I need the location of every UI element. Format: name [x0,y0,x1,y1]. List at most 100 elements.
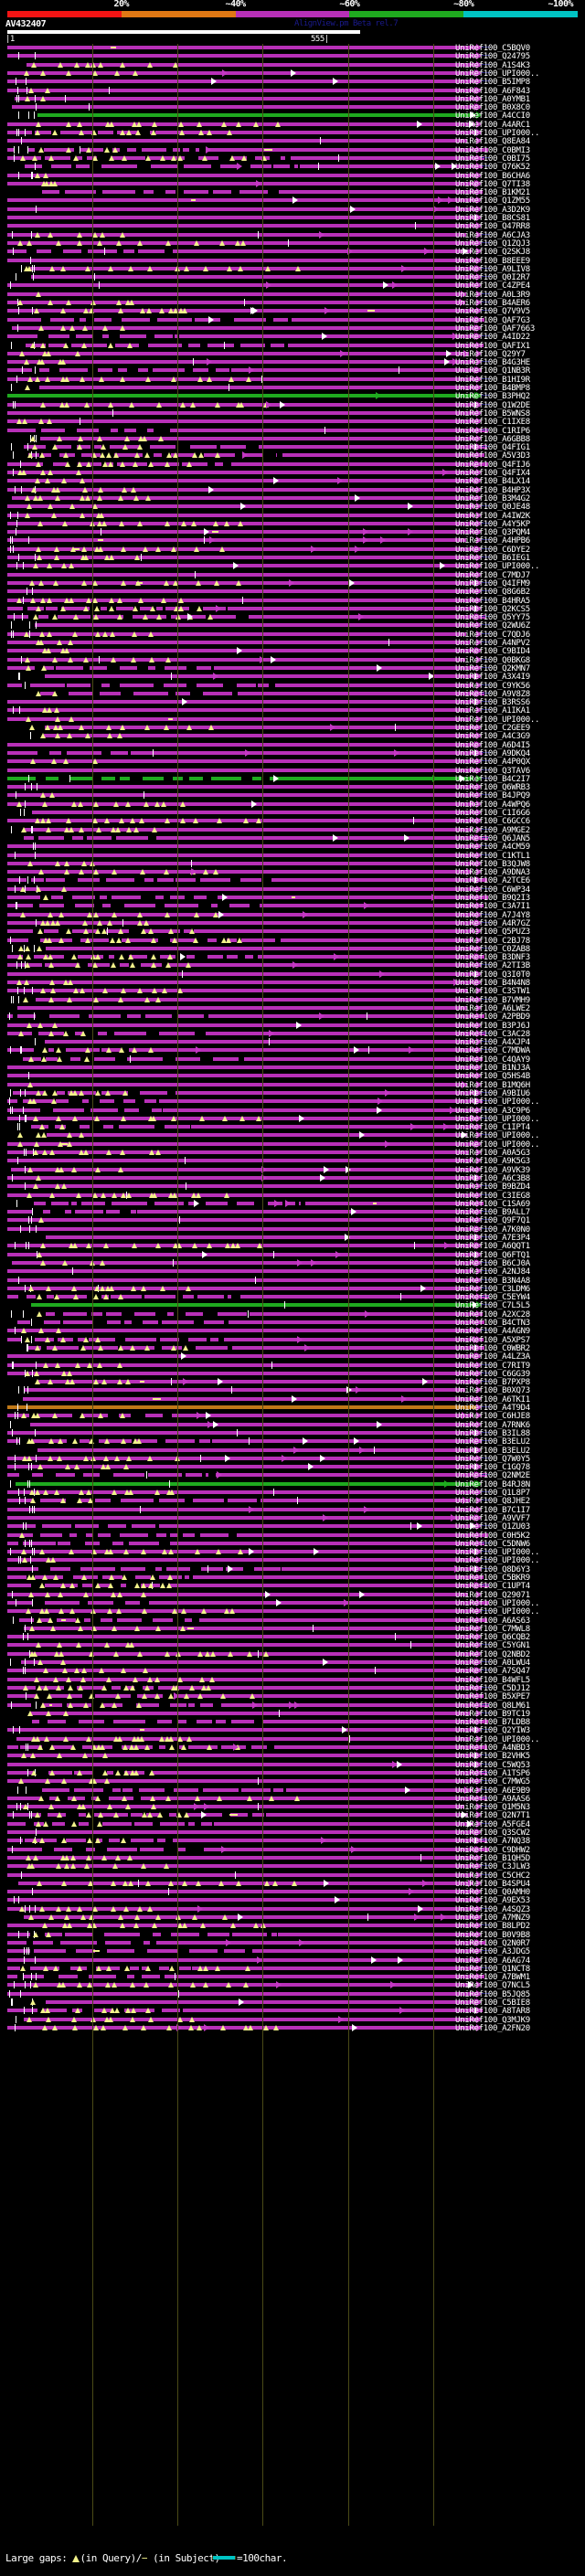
hit-row[interactable] [0,1267,585,1276]
hit-label[interactable]: UniRef100_B5IMP8 [455,78,530,88]
hit-row[interactable] [0,961,585,970]
hit-label[interactable]: UniRef100_QAFIX1 [455,341,530,351]
hit-row[interactable] [0,1046,585,1055]
hit-row[interactable] [0,1003,585,1012]
hit-row[interactable] [0,868,585,876]
hit-row[interactable] [0,358,585,366]
hit-row[interactable] [0,1420,585,1429]
hit-row[interactable] [0,52,585,60]
hit-row[interactable] [0,1556,585,1564]
hit-row[interactable] [0,400,585,409]
hit-label[interactable]: UniRef100_Q0JE48 [455,503,530,513]
hit-row[interactable] [0,1930,585,1939]
hit-label[interactable]: UniRef100_B3IL88 [455,1428,530,1438]
hit-label[interactable]: UniRef100_A6AG74 [455,1956,530,1966]
hit-label[interactable]: UniRef100_B0XQ73 [455,1386,530,1396]
hit-row[interactable] [0,1888,585,1896]
hit-row[interactable] [0,1463,585,1471]
hit-row[interactable] [0,876,585,885]
hit-label[interactable]: UniRef100_C1I6G6 [455,809,530,818]
hit-row[interactable] [0,936,585,945]
hit-label[interactable]: UniRef100_UPI000.. [455,1734,540,1744]
hit-label[interactable]: UniRef100_A4C3G9 [455,732,530,742]
hit-row[interactable] [0,1293,585,1301]
hit-label[interactable]: UniRef100_A4Y5KP [455,519,530,529]
hit-label[interactable]: UniRef100_A7BWM1 [455,1973,530,1983]
hit-label[interactable]: UniRef100_QAF7G3 [455,315,530,325]
hit-label[interactable]: UniRef100_C5BIE8 [455,1998,530,2008]
hit-row[interactable] [0,1752,585,1760]
hit-label[interactable]: UniRef100_B4HRA5 [455,596,530,606]
hit-label[interactable]: UniRef100_C9DHW2 [455,1845,530,1855]
hit-label[interactable]: UniRef100_UPI000.. [455,1097,540,1108]
hit-row[interactable] [0,519,585,528]
hit-row[interactable] [0,1582,585,1590]
hit-label[interactable]: UniRef100_A2TCE6 [455,876,530,886]
hit-row[interactable] [0,562,585,570]
hit-row[interactable] [0,783,585,791]
hit-label[interactable]: UniRef100_C5BQV0 [455,44,530,53]
hit-label[interactable]: UniRef100_Q8D6Y3 [455,1564,530,1574]
hit-label[interactable]: UniRef100_C0BI75 [455,154,530,164]
hit-label[interactable]: UniRef100_C5DNW6 [455,1539,530,1549]
hit-label[interactable]: UniRef100_Q5PUZ3 [455,928,530,938]
hit-row[interactable] [0,1055,585,1064]
hit-label[interactable]: UniRef100_Q0AMH0 [455,1888,530,1898]
hit-label[interactable]: UniRef100_C9BID4 [455,647,530,657]
hit-label[interactable]: UniRef100_Q4FIX4 [455,469,530,478]
hit-row[interactable] [0,2023,585,2032]
hit-label[interactable]: UniRef100_C5BKR9 [455,1574,530,1583]
hit-label[interactable]: UniRef100_C7MDWA [455,1046,530,1056]
hit-row[interactable] [0,1641,585,1649]
hit-label[interactable]: UniRef100_C7MWL8 [455,1624,530,1634]
hit-label[interactable]: UniRef100_A1S4K3 [455,60,530,70]
hit-label[interactable]: UniRef100_C6DYE2 [455,545,530,555]
hit-label[interactable]: UniRef100_A3X4I9 [455,673,530,683]
hit-label[interactable]: UniRef100_UPI000.. [455,1607,540,1617]
hit-label[interactable]: UniRef100_A4CM59 [455,843,530,853]
hit-row[interactable] [0,1548,585,1556]
hit-label[interactable]: UniRef100_B4JPQ9 [455,791,530,801]
hit-row[interactable] [0,613,585,621]
hit-row[interactable] [0,418,585,426]
hit-row[interactable] [0,103,585,111]
hit-row[interactable] [0,1922,585,1930]
hit-row[interactable] [0,706,585,715]
hit-row[interactable] [0,408,585,418]
hit-label[interactable]: UniRef100_B0X8C0 [455,103,530,113]
hit-label[interactable]: UniRef100_Q1M5N3 [455,1803,530,1813]
hit-row[interactable] [0,1973,585,1981]
hit-row[interactable] [0,724,585,732]
hit-label[interactable]: UniRef100_Q5YY75 [455,613,530,623]
hit-row[interactable] [0,1216,585,1224]
hit-row[interactable] [0,740,585,749]
hit-label[interactable]: UniRef100_A7SQ47 [455,1667,530,1677]
hit-label[interactable]: UniRef100_A9VVF7 [455,1513,530,1523]
hit-label[interactable]: UniRef100_C3JLW3 [455,1862,530,1872]
hit-row[interactable] [0,1412,585,1420]
hit-row[interactable] [0,1837,585,1845]
hit-label[interactable]: UniRef100_UPI000.. [455,1140,540,1150]
hit-row[interactable] [0,264,585,273]
hit-row[interactable] [0,366,585,375]
hit-label[interactable]: UniRef100_Q1NB3R [455,366,530,376]
hit-row[interactable] [0,902,585,910]
hit-row[interactable] [0,1489,585,1497]
hit-row[interactable] [0,94,585,103]
hit-row[interactable] [0,239,585,248]
hit-row[interactable] [0,493,585,503]
hit-label[interactable]: UniRef100_Q2NM2E [455,1471,530,1481]
hit-label[interactable]: UniRef100_Q0I2R7 [455,273,530,283]
hit-label[interactable]: UniRef100_C9YK56 [455,681,530,691]
hit-label[interactable]: UniRef100_Q3I0T0 [455,970,530,980]
hit-row[interactable] [0,1012,585,1021]
hit-label[interactable]: UniRef100_A2NJ84 [455,1267,530,1277]
hit-label[interactable]: UniRef100_C4QAY9 [455,1055,530,1065]
hit-row[interactable] [0,1106,585,1115]
hit-row[interactable] [0,1726,585,1734]
hit-row[interactable] [0,1301,585,1309]
hit-label[interactable]: UniRef100_B3QJW8 [455,859,530,869]
hit-label[interactable]: UniRef100_A7J4Y8 [455,910,530,920]
hit-label[interactable]: UniRef100_C1KTL1 [455,851,530,861]
hit-label[interactable]: UniRef100_C1IPT4 [455,1123,530,1133]
